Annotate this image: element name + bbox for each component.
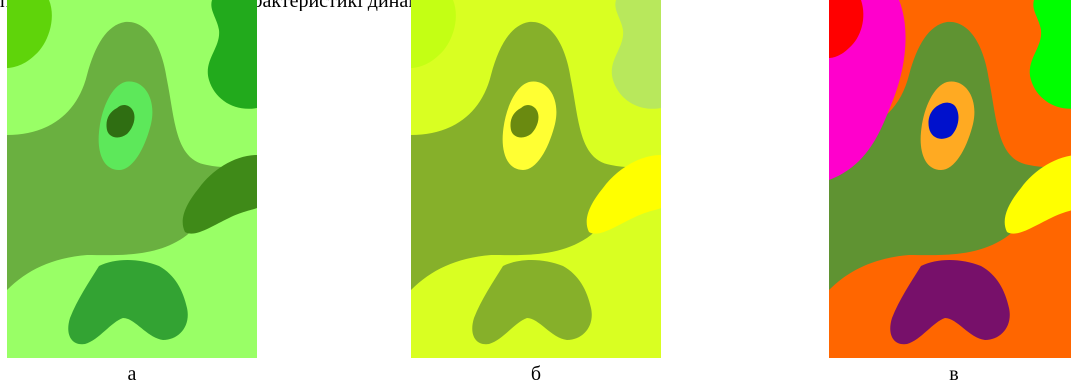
map-right-blob <box>182 155 257 234</box>
figure-b-caption: б <box>530 363 542 385</box>
map-center-dot <box>928 102 959 139</box>
map-bottom-blob <box>68 260 188 345</box>
figure-b-map <box>411 0 661 358</box>
figure-a <box>7 0 257 358</box>
figure-c-map <box>829 0 1071 358</box>
map-bottom-blob <box>472 260 592 345</box>
map-top-left <box>411 0 456 68</box>
figure-b <box>411 0 661 358</box>
top-text-line: позволяють. Ще кількісній характеристикі… <box>0 0 582 11</box>
figure-a-caption: а <box>127 363 137 385</box>
map-top-right <box>1029 0 1071 109</box>
figure-a-map <box>7 0 257 358</box>
map-center-dot <box>510 105 539 138</box>
map-top-left <box>7 0 52 68</box>
map-top-right <box>611 0 661 109</box>
figure-c-caption: в <box>949 363 959 385</box>
map-center-dot <box>106 105 135 138</box>
map-right-blob <box>586 155 661 234</box>
map-bottom-blob <box>890 260 1010 345</box>
map-top-right <box>207 0 257 109</box>
map-top-left-corner <box>829 0 864 58</box>
map-right-blob <box>1004 155 1071 234</box>
figure-c <box>829 0 1071 358</box>
